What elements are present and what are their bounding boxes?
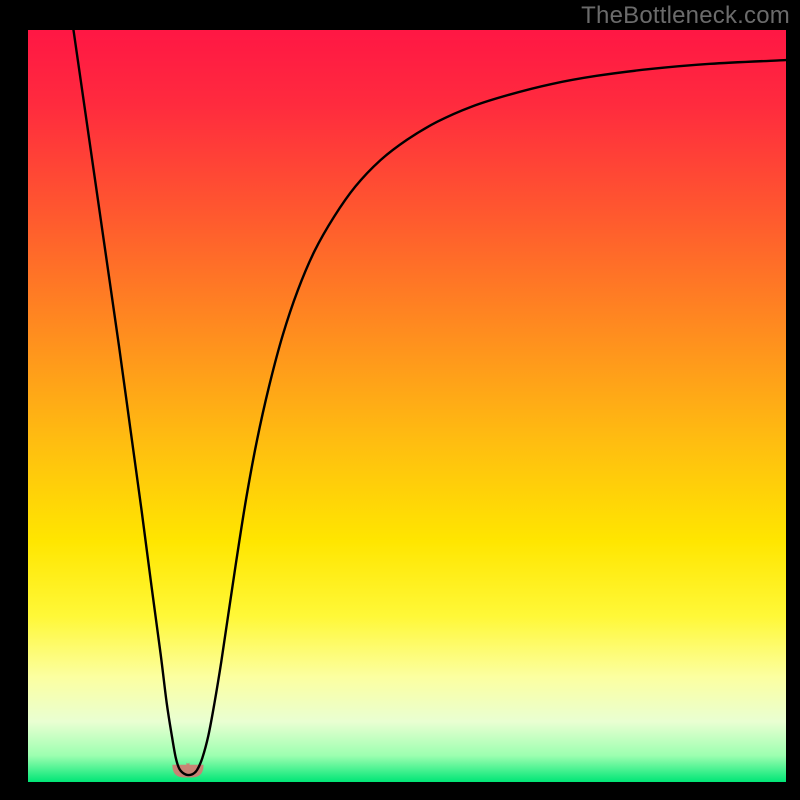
bottleneck-chart: TheBottleneck.com [0, 0, 800, 800]
chart-svg [0, 0, 800, 800]
plot-background [28, 30, 786, 782]
